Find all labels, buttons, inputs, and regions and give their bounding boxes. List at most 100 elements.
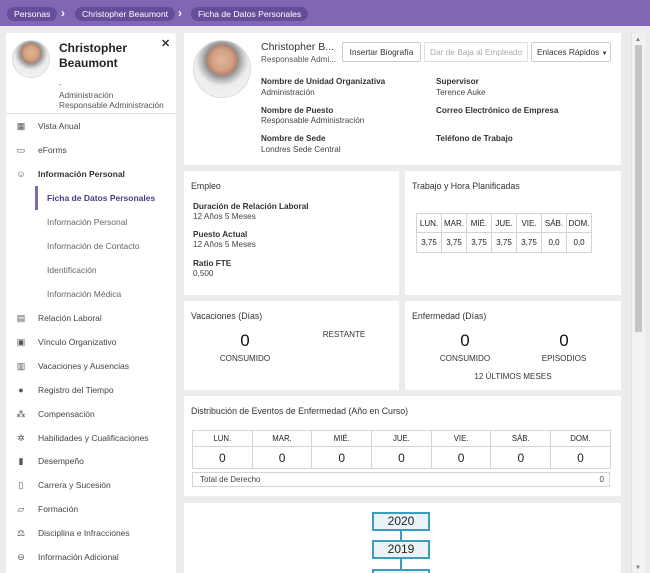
- position-label: Nombre de Puesto: [261, 106, 334, 115]
- sickness-distribution-card: Distribución de Eventos de Enfermedad (A…: [184, 396, 621, 496]
- sidebar-item-disciplina[interactable]: ⚖ Disciplina e Infracciones: [16, 528, 130, 539]
- sidebar-item-vista-anual[interactable]: ▦ Vista Anual: [16, 120, 81, 131]
- sidebar-subitem-medica[interactable]: Información Médica: [47, 289, 122, 300]
- sickness-consumed-value: 0: [460, 331, 470, 350]
- sidebar-subitem-ficha[interactable]: Ficha de Datos Personales: [35, 185, 176, 210]
- hours-cell: 3,75: [441, 232, 467, 253]
- breadcrumb-employee[interactable]: Christopher Beaumont: [75, 7, 175, 21]
- info-icon: ⊖: [17, 551, 25, 562]
- work-hours-table: LUN. MAR. MIÉ. JUE. VIE. SÁB. DOM. 3,75 …: [416, 213, 592, 253]
- day-header: DOM.: [550, 430, 611, 447]
- sidebar-item-formacion[interactable]: ▱ Formación: [17, 504, 79, 515]
- day-header: JUE.: [491, 213, 517, 233]
- sickness-episodes-label: EPISODIOS: [541, 354, 587, 363]
- breadcrumb-personas[interactable]: Personas: [7, 7, 58, 21]
- scroll-down-icon[interactable]: ▼: [635, 565, 641, 571]
- distribution-table: LUN. MAR. MIÉ. JUE. VIE. SÁB. DOM. 0 0 0…: [192, 430, 611, 469]
- document-icon: ▭: [16, 144, 26, 155]
- avatar: [193, 40, 251, 98]
- insert-biography-button[interactable]: Insertar Biografía: [342, 42, 421, 62]
- hours-cell: 3,75: [466, 232, 492, 253]
- book-icon: ▱: [17, 504, 25, 515]
- scrollbar-thumb[interactable]: [635, 45, 642, 332]
- day-header: SÁB.: [541, 213, 567, 233]
- site-label: Nombre de Sede: [261, 134, 326, 143]
- day-header: MAR.: [251, 430, 313, 447]
- sidebar-item-relacion-laboral[interactable]: ▤ Relación Laboral: [16, 313, 102, 324]
- sidebar-item-vacaciones[interactable]: ▥ Vacaciones y Ausencias: [16, 360, 130, 371]
- position-value: Responsable Administración: [261, 116, 365, 125]
- sidebar-subitem-contacto[interactable]: Información de Contacto: [47, 240, 140, 251]
- sickness-card: Enfermedad (Días) 0 CONSUMIDO 0 EPISODIO…: [405, 301, 621, 390]
- sidebar-item-informacion-adicional[interactable]: ⊖ Información Adicional: [17, 551, 119, 562]
- timeline-card: 2020 2019: [184, 503, 621, 573]
- timeline-year-next[interactable]: [372, 569, 430, 573]
- day-header: SÁB.: [490, 430, 552, 447]
- timeline-year-2020[interactable]: 2020: [372, 512, 430, 531]
- briefcase-icon: ▤: [16, 313, 26, 324]
- sidebar-item-registro-tiempo[interactable]: ● Registro del Tiempo: [6, 378, 176, 402]
- sidebar-position: Responsable Administración: [59, 100, 164, 110]
- fte-label: Ratio FTE: [193, 259, 232, 268]
- org-icon: ▣: [16, 336, 26, 347]
- employee-name: Christopher Beaumont: [59, 41, 128, 70]
- phone-label: Teléfono de Trabajo: [436, 134, 513, 143]
- scroll-up-icon[interactable]: ▲: [635, 37, 641, 43]
- day-header: LUN.: [192, 430, 253, 447]
- duration-value: 12 Años 5 Meses: [193, 212, 256, 221]
- distribution-cell: 0: [251, 446, 313, 469]
- supervisor-value: Terence Auke: [436, 88, 486, 97]
- duration-label: Duración de Relación Laboral: [193, 202, 309, 211]
- day-header: VIE.: [430, 430, 492, 447]
- timeline-year-2019[interactable]: 2019: [372, 540, 430, 559]
- quick-links-button[interactable]: Enlaces Rápidos ▼: [531, 42, 611, 62]
- day-header: LUN.: [416, 213, 442, 233]
- day-header: MAR.: [441, 213, 467, 233]
- skills-icon: ✲: [17, 432, 25, 443]
- hours-cell: 0,0: [566, 232, 592, 253]
- sidebar-item-informacion-personal[interactable]: ☺ Información Personal: [16, 168, 125, 179]
- distribution-cell: 0: [430, 446, 492, 469]
- sidebar-item-eforms[interactable]: ▭ eForms: [16, 144, 67, 155]
- profile-title: Responsable Admi...: [261, 55, 337, 64]
- chevron-right-icon: ›: [178, 6, 182, 20]
- sidebar: Christopher Beaumont ✕ - Administración …: [6, 33, 176, 573]
- breadcrumb-current-page[interactable]: Ficha de Datos Personales: [191, 7, 309, 21]
- sidebar-item-desempeno[interactable]: ▮ Desempeño: [6, 449, 176, 473]
- day-header: JUE.: [371, 430, 432, 447]
- fte-value: 0,500: [193, 269, 214, 278]
- profile-card: Christopher B... Responsable Admi... Ins…: [184, 33, 621, 165]
- sidebar-item-habilidades[interactable]: ✲ Habilidades y Cualificaciones: [17, 432, 149, 443]
- scrollbar[interactable]: ▲ ▼: [631, 33, 645, 573]
- close-icon[interactable]: ✕: [161, 38, 171, 50]
- sickness-period-label: 12 ÚLTIMOS MESES: [474, 372, 552, 381]
- sidebar-item-carrera[interactable]: ▯ Carrera y Sucesión: [6, 473, 176, 497]
- total-value: 0: [599, 475, 604, 484]
- terminate-employee-button[interactable]: Dar de Baja al Empleado: [424, 42, 528, 62]
- distribution-cell: 0: [311, 446, 373, 469]
- person-icon: ☺: [16, 168, 26, 179]
- sidebar-dash: -: [59, 80, 62, 89]
- sidebar-item-vinculo[interactable]: ▣ Vínculo Organizativo: [16, 336, 117, 347]
- calendar-icon: ▦: [16, 120, 26, 131]
- current-position-value: 12 Años 5 Meses: [193, 240, 256, 249]
- distribution-title: Distribución de Eventos de Enfermedad (A…: [191, 406, 409, 416]
- vacation-remaining-label: RESTANTE: [322, 330, 366, 339]
- work-hours-title: Trabajo y Hora Planificadas: [412, 181, 520, 191]
- sidebar-item-compensacion[interactable]: ⁂ Compensación: [16, 408, 95, 419]
- performance-icon: ▮: [18, 456, 24, 467]
- sickness-title: Enfermedad (Días): [412, 311, 487, 321]
- coins-icon: ⁂: [16, 408, 26, 419]
- quick-links-label: Enlaces Rápidos: [537, 47, 600, 57]
- vacation-card: Vacaciones (Días) 0 CONSUMIDO RESTANTE: [184, 301, 399, 390]
- distribution-cell: 0: [371, 446, 432, 469]
- hours-cell: 3,75: [491, 232, 517, 253]
- vacation-consumed-value: 0: [240, 331, 250, 350]
- sidebar-subitem-informacion-personal[interactable]: Información Personal: [47, 216, 128, 227]
- sidebar-department: Administración: [59, 90, 114, 100]
- top-navigation-bar: Personas › Christopher Beaumont › Ficha …: [0, 0, 650, 26]
- email-label: Correo Electrónico de Empresa: [436, 106, 559, 115]
- sidebar-subitem-identificacion[interactable]: Identificación: [47, 265, 97, 275]
- day-header: MIÉ.: [466, 213, 492, 233]
- vacation-consumed-label: CONSUMIDO: [219, 354, 271, 363]
